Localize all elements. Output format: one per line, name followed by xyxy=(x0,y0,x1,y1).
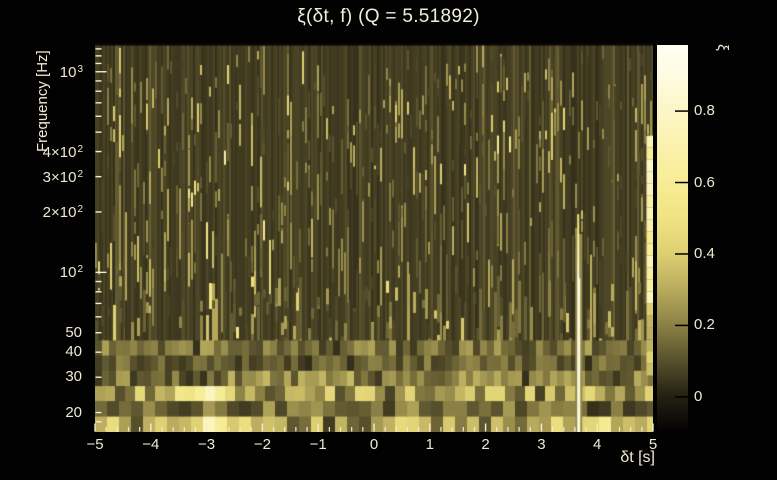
x-tick-label: 2 xyxy=(481,436,490,453)
x-tick-label: 4 xyxy=(593,436,602,453)
colorbar-tick-label: 0.8 xyxy=(694,102,715,120)
x-tick-label: 5 xyxy=(648,436,658,453)
x-tick-label: −4 xyxy=(142,436,160,453)
y-tick-label: 40 xyxy=(65,343,82,361)
y-tick-label: 103 xyxy=(59,63,83,81)
y-tick-label: 3×102 xyxy=(42,168,83,186)
colorbar-tick-label: 0 xyxy=(694,387,703,405)
chart-title: ξ(δt, f) (Q = 5.51892) xyxy=(297,6,480,27)
x-tick-label: 0 xyxy=(369,436,379,453)
y-tick-label: 4×102 xyxy=(42,143,83,161)
x-axis-title: δt [s] xyxy=(620,449,655,466)
x-tick-label: −2 xyxy=(253,436,271,453)
x-tick-label: −5 xyxy=(86,436,104,453)
x-tick-label: 1 xyxy=(425,436,434,453)
colorbar-tick-label: 0.6 xyxy=(694,173,715,191)
y-tick-label: 102 xyxy=(59,264,83,282)
y-tick-label: 20 xyxy=(65,403,82,421)
x-tick-label: −1 xyxy=(309,436,327,453)
colorbar-tick-label: 0.2 xyxy=(694,316,715,334)
colorbar-title: ξ xyxy=(713,44,731,51)
spectrogram-canvas xyxy=(95,43,653,432)
colorbar-tick-label: 0.4 xyxy=(694,244,715,262)
x-tick-label: −3 xyxy=(198,436,216,453)
y-tick-label: 2×102 xyxy=(42,203,83,221)
y-tick-label: 50 xyxy=(65,323,82,341)
y-tick-label: 30 xyxy=(65,368,82,386)
x-tick-label: 3 xyxy=(537,436,546,453)
colorbar xyxy=(657,45,688,429)
